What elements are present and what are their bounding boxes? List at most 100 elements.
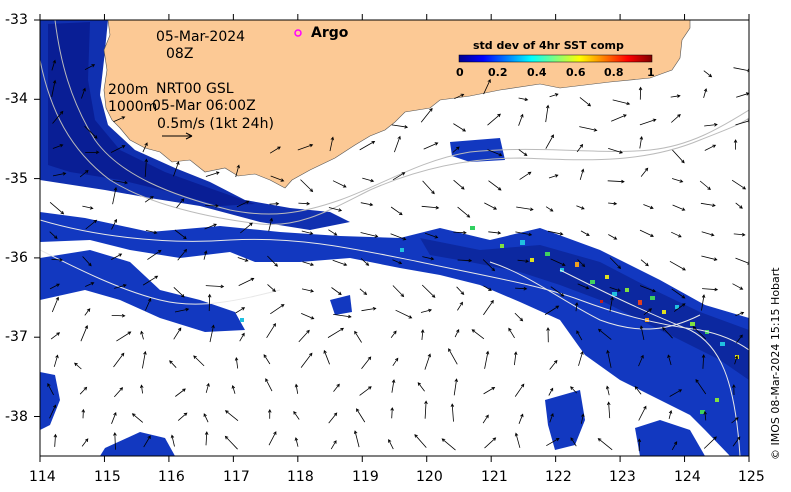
current-arrow xyxy=(268,431,277,446)
current-arrow xyxy=(237,257,249,262)
current-arrow xyxy=(297,143,314,151)
current-arrow xyxy=(81,87,86,99)
current-arrow xyxy=(570,437,577,447)
current-arrow xyxy=(457,206,471,218)
current-arrow xyxy=(80,325,88,342)
current-arrow xyxy=(637,438,642,451)
current-arrow xyxy=(608,234,618,240)
current-arrow xyxy=(546,437,560,447)
current-arrow xyxy=(173,161,180,177)
current-arrow xyxy=(147,249,162,260)
current-arrow xyxy=(639,118,657,126)
current-arrow xyxy=(695,379,707,395)
current-arrow xyxy=(114,387,124,398)
x-tick-label: 114 xyxy=(29,469,56,485)
current-arrow xyxy=(294,383,299,394)
current-arrow xyxy=(597,328,612,340)
current-arrow xyxy=(235,307,246,314)
current-arrow xyxy=(457,258,473,263)
sst-patch-gulf xyxy=(450,138,505,162)
current-arrow xyxy=(482,414,489,424)
current-arrow xyxy=(547,230,564,236)
current-arrow xyxy=(49,231,58,239)
current-arrow xyxy=(51,59,56,71)
current-arrow xyxy=(359,288,368,296)
x-tick-label: 117 xyxy=(223,469,250,485)
current-arrow xyxy=(205,171,220,177)
current-arrow xyxy=(579,126,598,132)
x-tick-label: 122 xyxy=(545,469,572,485)
y-tick-label: -34 xyxy=(5,91,28,107)
current-arrow xyxy=(639,135,644,149)
current-arrow xyxy=(267,255,278,267)
current-arrow xyxy=(360,202,374,207)
current-arrow xyxy=(53,433,58,447)
current-arrow xyxy=(643,308,653,316)
current-arrow xyxy=(424,353,431,370)
current-vector-field xyxy=(47,59,749,451)
current-arrow xyxy=(333,314,352,319)
current-arrow xyxy=(671,288,686,299)
y-tick-label: -35 xyxy=(5,171,28,187)
current-arrow xyxy=(487,149,503,157)
current-arrow xyxy=(471,329,485,340)
current-arrow xyxy=(483,386,496,395)
x-tick-label: 123 xyxy=(609,469,636,485)
current-arrow xyxy=(662,327,673,339)
current-arrow xyxy=(699,180,711,191)
current-arrow xyxy=(390,233,407,241)
current-arrow xyxy=(518,413,524,424)
current-arrow xyxy=(173,327,182,340)
current-arrow xyxy=(417,382,425,392)
current-arrow xyxy=(224,410,239,422)
current-arrow xyxy=(640,167,649,177)
current-arrow xyxy=(550,258,566,266)
current-arrow xyxy=(424,400,428,419)
current-arrow xyxy=(327,327,345,338)
plot-frame xyxy=(39,19,750,457)
current-arrow xyxy=(293,411,300,420)
current-arrow xyxy=(84,308,91,316)
current-arrow xyxy=(701,294,706,311)
current-arrow xyxy=(224,435,238,450)
hour-label: 08Z xyxy=(166,46,194,62)
current-arrow xyxy=(359,386,372,396)
current-arrow xyxy=(549,413,554,423)
current-arrow xyxy=(145,297,152,311)
current-arrow xyxy=(597,438,613,451)
current-arrow xyxy=(579,97,592,107)
current-arrow xyxy=(611,114,627,122)
product-label: NRT00 GSL xyxy=(156,81,234,97)
current-arrow xyxy=(79,169,89,178)
current-arrow xyxy=(576,205,585,210)
current-arrow xyxy=(488,180,502,191)
current-arrow xyxy=(51,258,64,262)
current-arrow xyxy=(608,201,618,206)
current-arrow xyxy=(143,435,151,448)
colorbar xyxy=(458,54,653,63)
current-arrow xyxy=(298,201,311,206)
current-arrow xyxy=(81,408,86,419)
y-tick-label: -33 xyxy=(5,12,28,28)
current-arrow xyxy=(421,205,440,210)
current-arrow xyxy=(328,229,338,236)
current-arrow xyxy=(49,201,65,215)
current-arrow xyxy=(487,113,501,126)
y-tick-label: -36 xyxy=(5,250,28,266)
current-arrow xyxy=(47,383,54,396)
sst-patch-mid xyxy=(330,295,352,315)
current-arrow xyxy=(546,327,550,343)
current-arrow xyxy=(204,431,209,446)
current-arrow xyxy=(142,142,148,153)
current-arrow xyxy=(112,180,129,185)
argo-float-marker xyxy=(294,29,302,37)
current-arrow xyxy=(703,410,707,421)
current-arrow xyxy=(484,350,490,369)
current-arrow xyxy=(732,436,741,447)
current-arrow xyxy=(421,284,436,298)
current-arrow xyxy=(488,231,502,235)
current-arrow xyxy=(333,383,340,392)
current-arrow xyxy=(704,144,717,151)
current-arrow xyxy=(362,177,375,183)
current-arrow xyxy=(516,206,534,211)
